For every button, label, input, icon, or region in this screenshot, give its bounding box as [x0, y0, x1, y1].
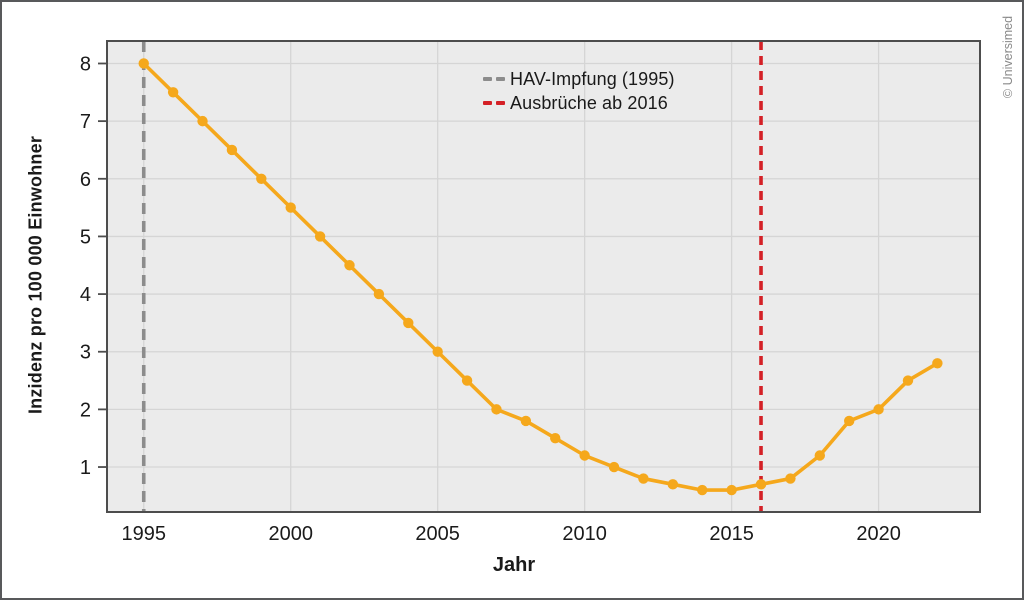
y-tick-label: 3: [80, 342, 91, 364]
data-point-2010: [579, 450, 590, 461]
data-point-2013: [667, 479, 679, 490]
legend-label: HAV-Impfung (1995): [510, 68, 675, 89]
x-axis-title: Jahr: [492, 554, 536, 576]
x-tick-label: 2005: [415, 523, 460, 545]
y-axis-title: Inzidenz pro 100 000 Einwohner: [25, 135, 46, 414]
y-tick-label: 5: [80, 226, 91, 248]
data-point-2005: [432, 346, 443, 357]
data-point-2018: [814, 450, 826, 461]
data-point-2003: [373, 288, 385, 300]
data-point-2009: [550, 433, 561, 444]
x-tick-label: 2000: [268, 523, 313, 545]
data-point-2015: [726, 484, 737, 496]
x-tick-label: 2010: [562, 523, 607, 545]
data-point-2017: [785, 473, 796, 484]
y-tick-label: 2: [80, 399, 91, 421]
plot-background: [107, 41, 980, 512]
data-point-1997: [197, 115, 208, 127]
red-dashed-line-icon: [483, 101, 505, 105]
data-point-2022: [932, 358, 943, 369]
data-point-2006: [461, 375, 473, 386]
data-point-2004: [403, 317, 414, 329]
data-point-2002: [344, 260, 355, 271]
data-point-2012: [638, 473, 649, 484]
y-tick-label: 8: [80, 53, 91, 75]
copyright-wrap: © Universimed: [998, 15, 1018, 99]
data-point-2000: [285, 202, 296, 213]
data-point-2001: [314, 231, 326, 242]
copyright-text: © Universimed: [1001, 15, 1015, 99]
data-point-2019: [843, 415, 855, 427]
x-tick-label: 2015: [709, 523, 754, 545]
y-tick-label: 7: [80, 111, 91, 133]
data-point-2021: [902, 375, 914, 386]
data-point-2020: [873, 404, 884, 415]
data-point-2014: [697, 484, 708, 496]
legend-label: Ausbrüche ab 2016: [510, 92, 668, 113]
data-point-2007: [491, 404, 502, 415]
data-point-1999: [256, 173, 267, 184]
y-tick-label: 4: [80, 284, 91, 306]
data-point-2011: [608, 461, 620, 473]
plot-border: [106, 40, 981, 513]
x-tick-label: 1995: [121, 523, 166, 545]
data-point-1998: [226, 144, 238, 156]
legend: HAV-Impfung (1995) Ausbrüche ab 2016: [483, 67, 675, 115]
y-axis-title-wrap: Inzidenz pro 100 000 Einwohner: [12, 39, 60, 510]
y-tick-label: 6: [80, 169, 91, 191]
data-point-1996: [167, 87, 179, 98]
data-point-1995: [138, 58, 149, 69]
legend-item-ausbrueche: Ausbrüche ab 2016: [483, 91, 675, 115]
data-point-2008: [520, 415, 532, 427]
x-tick-label: 2020: [856, 523, 901, 545]
data-point-2016: [755, 479, 767, 490]
legend-item-hav-impfung: HAV-Impfung (1995): [483, 67, 675, 91]
gray-dashed-line-icon: [483, 77, 505, 81]
incidence-line: [141, 61, 940, 492]
y-tick-label: 1: [80, 457, 91, 479]
